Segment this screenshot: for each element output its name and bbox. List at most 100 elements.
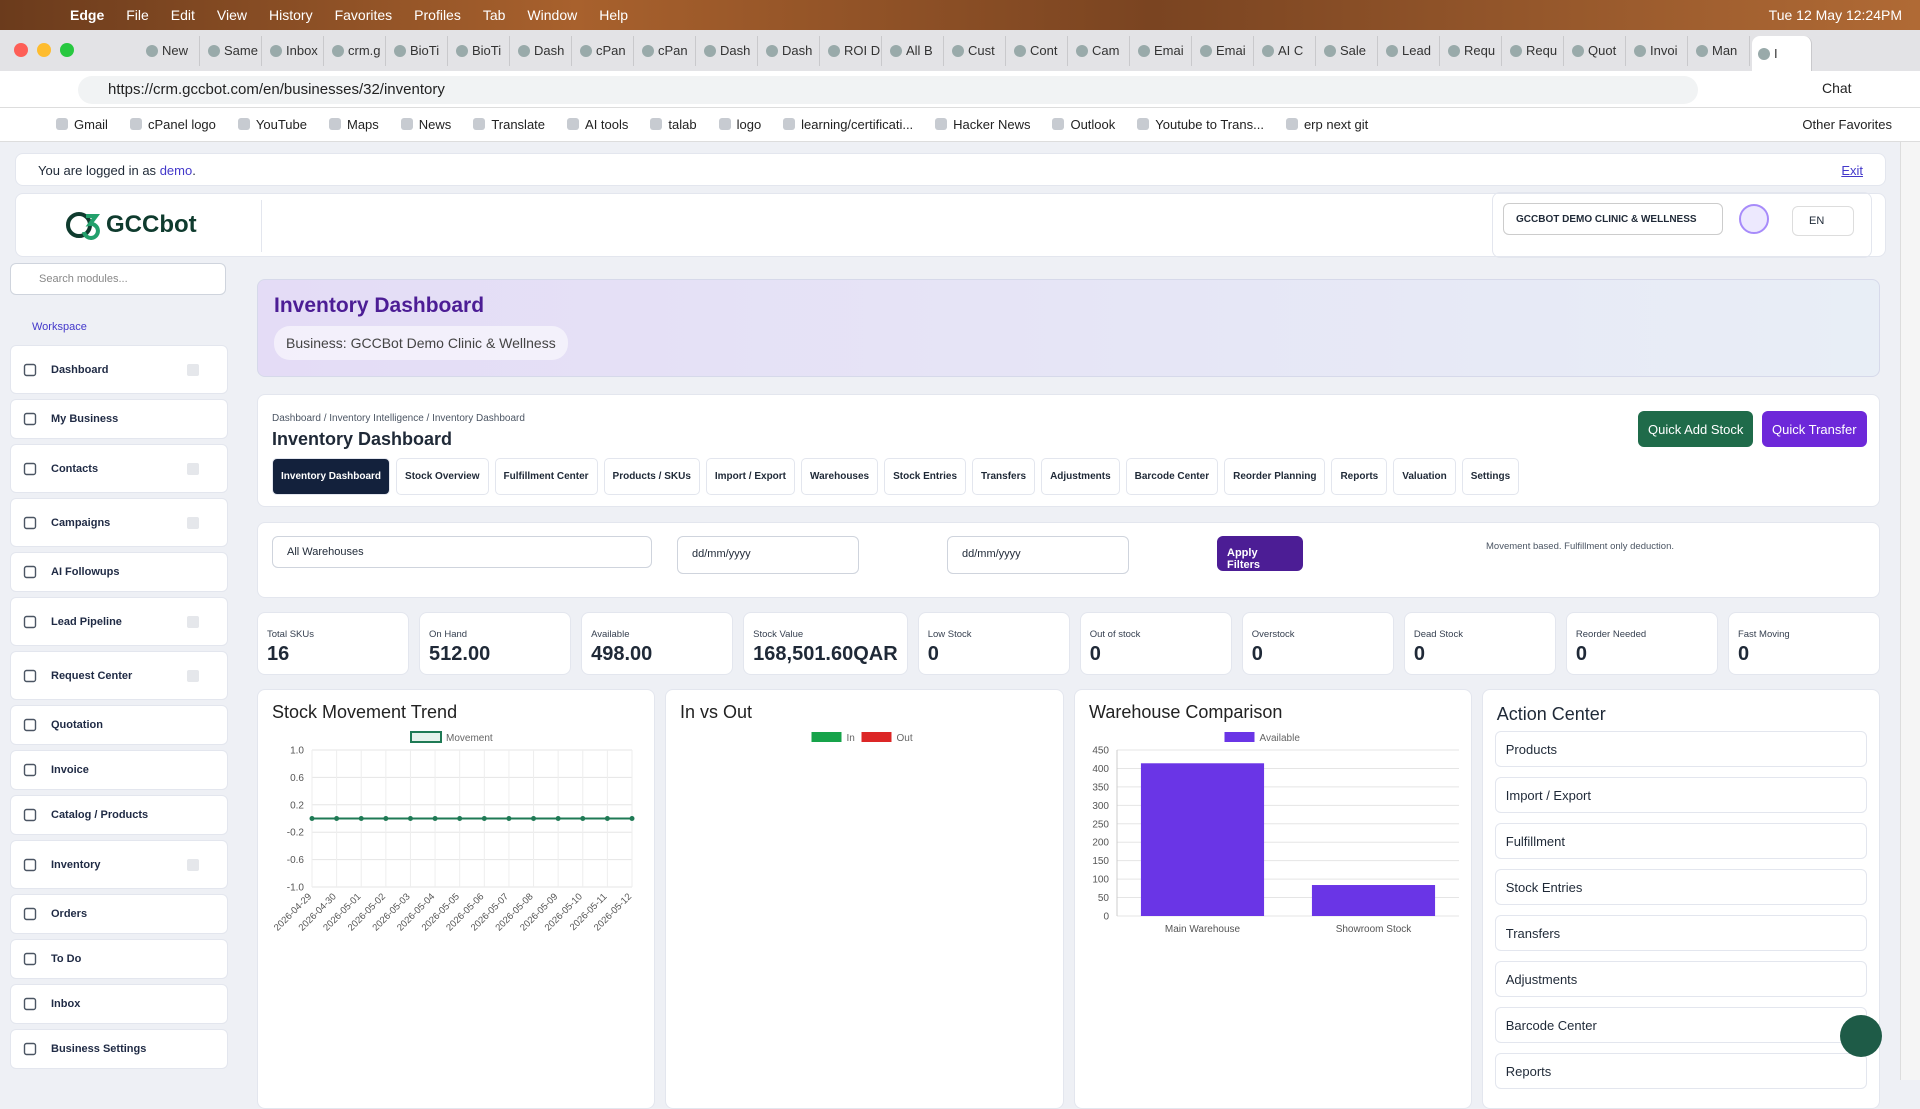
- sidebar-item[interactable]: Catalog / Products: [10, 795, 228, 835]
- menu-item[interactable]: Profiles: [414, 7, 461, 23]
- date-to[interactable]: dd/mm/yyyy: [947, 536, 1129, 574]
- sidebar-item[interactable]: Request Center: [10, 651, 228, 700]
- avatar[interactable]: [1739, 204, 1769, 234]
- quick-add-button[interactable]: Quick Add Stock: [1638, 411, 1754, 447]
- sidebar-item[interactable]: Quotation: [10, 705, 228, 745]
- browser-tab[interactable]: Cam: [1070, 35, 1130, 66]
- panel-tab[interactable]: Stock Overview: [396, 458, 489, 495]
- panel-tab[interactable]: Valuation: [1393, 458, 1456, 495]
- sidebar-item[interactable]: Lead Pipeline: [10, 597, 228, 646]
- bookmark[interactable]: Outlook: [1052, 117, 1115, 132]
- browser-tab[interactable]: ROI D: [822, 35, 882, 66]
- chevron[interactable]: [187, 363, 199, 376]
- panel-tab[interactable]: Inventory Dashboard: [272, 458, 391, 495]
- action-item[interactable]: Adjustments: [1494, 961, 1867, 997]
- bookmark[interactable]: Gmail: [56, 117, 108, 132]
- panel-tab[interactable]: Products / SKUs: [603, 458, 700, 495]
- logo[interactable]: GCCbot: [66, 210, 197, 240]
- menu-item[interactable]: Tab: [482, 7, 506, 23]
- language-select[interactable]: EN: [1792, 206, 1854, 236]
- sidebar-item[interactable]: My Business: [10, 399, 228, 439]
- panel-tab[interactable]: Barcode Center: [1125, 458, 1219, 495]
- panel-tab[interactable]: Import / Export: [705, 458, 796, 495]
- chevron[interactable]: [187, 615, 199, 628]
- chevron[interactable]: [187, 516, 199, 529]
- bookmark[interactable]: logo: [719, 117, 762, 132]
- browser-tab[interactable]: crm.g: [326, 35, 386, 66]
- action-item[interactable]: Import / Export: [1494, 777, 1867, 813]
- panel-tab[interactable]: Reorder Planning: [1224, 458, 1326, 495]
- bookmark[interactable]: talab: [650, 117, 696, 132]
- panel-tab[interactable]: Reports: [1331, 458, 1388, 495]
- browser-tab[interactable]: Dash: [512, 35, 572, 66]
- sidebar-item[interactable]: Contacts: [10, 444, 228, 493]
- bookmark[interactable]: News: [401, 117, 452, 132]
- sidebar-item[interactable]: Inbox: [10, 984, 228, 1024]
- menu-item[interactable]: Edit: [170, 7, 195, 23]
- chevron[interactable]: [187, 858, 199, 871]
- chevron[interactable]: [187, 462, 199, 475]
- browser-tab[interactable]: Inbox: [264, 35, 324, 66]
- chat-button[interactable]: Chat: [1822, 80, 1852, 96]
- scrollbar[interactable]: [1900, 142, 1920, 1080]
- browser-tab[interactable]: New: [140, 35, 200, 66]
- browser-tab[interactable]: Requ: [1504, 35, 1564, 66]
- bookmark[interactable]: learning/certificati...: [783, 117, 913, 132]
- browser-tab[interactable]: Invoi: [1628, 35, 1688, 66]
- business-select[interactable]: GCCBOT DEMO CLINIC & WELLNESS: [1503, 203, 1723, 235]
- browser-tab[interactable]: BioTi: [450, 35, 510, 66]
- browser-tab[interactable]: Quot: [1566, 35, 1626, 66]
- warehouse-select[interactable]: All Warehouses: [272, 536, 652, 568]
- menu-item[interactable]: Edge: [70, 7, 105, 23]
- browser-tab[interactable]: Man: [1690, 35, 1750, 66]
- action-item[interactable]: Fulfillment: [1494, 823, 1867, 859]
- sidebar-item[interactable]: Business Settings: [10, 1029, 228, 1069]
- menu-item[interactable]: View: [216, 7, 248, 23]
- panel-tab[interactable]: Adjustments: [1041, 458, 1120, 495]
- browser-tab[interactable]: Cont: [1008, 35, 1068, 66]
- search-input[interactable]: Search modules...: [10, 263, 226, 295]
- bookmark[interactable]: cPanel logo: [130, 117, 216, 132]
- menu-item[interactable]: Window: [527, 7, 578, 23]
- menu-item[interactable]: Favorites: [334, 7, 393, 23]
- sidebar-item[interactable]: Campaigns: [10, 498, 228, 547]
- action-item[interactable]: Stock Entries: [1494, 869, 1867, 905]
- action-item[interactable]: Barcode Center: [1494, 1007, 1867, 1043]
- panel-tab[interactable]: Settings: [1461, 458, 1520, 495]
- browser-tab[interactable]: Requ: [1442, 35, 1502, 66]
- panel-tab[interactable]: Warehouses: [801, 458, 879, 495]
- bookmark[interactable]: Translate: [473, 117, 545, 132]
- bookmark[interactable]: Maps: [329, 117, 379, 132]
- browser-tab[interactable]: Lead: [1380, 35, 1440, 66]
- exit-link[interactable]: Exit: [1841, 163, 1863, 178]
- browser-tab[interactable]: Cust: [946, 35, 1006, 66]
- browser-tab[interactable]: Emai: [1132, 35, 1192, 66]
- browser-tab[interactable]: AI C: [1256, 35, 1316, 66]
- sidebar-item[interactable]: Orders: [10, 894, 228, 934]
- bookmark[interactable]: AI tools: [567, 117, 628, 132]
- menu-item[interactable]: Help: [599, 7, 629, 23]
- sidebar-item[interactable]: To Do: [10, 939, 228, 979]
- browser-tab[interactable]: Dash: [698, 35, 758, 66]
- action-item[interactable]: Products: [1494, 731, 1867, 767]
- browser-tab[interactable]: cPan: [636, 35, 696, 66]
- browser-tab[interactable]: Dash: [760, 35, 820, 66]
- apply-button[interactable]: Apply Filters: [1217, 536, 1303, 571]
- bookmark[interactable]: YouTube: [238, 117, 307, 132]
- sidebar-item[interactable]: Inventory: [10, 840, 228, 889]
- quick-transfer-button[interactable]: Quick Transfer: [1762, 411, 1867, 447]
- sidebar-item[interactable]: Invoice: [10, 750, 228, 790]
- browser-tab[interactable]: Emai: [1194, 35, 1254, 66]
- browser-tab[interactable]: cPan: [574, 35, 634, 66]
- chevron[interactable]: [187, 669, 199, 682]
- sidebar-item[interactable]: Dashboard: [10, 345, 228, 394]
- bookmark[interactable]: Youtube to Trans...: [1137, 117, 1264, 132]
- login-user[interactable]: demo: [159, 163, 193, 178]
- browser-tab[interactable]: All B: [884, 35, 944, 66]
- browser-tab[interactable]: Sale: [1318, 35, 1378, 66]
- action-item[interactable]: Transfers: [1494, 915, 1867, 951]
- browser-tab[interactable]: Same: [202, 35, 262, 66]
- browser-tab[interactable]: I: [1752, 35, 1812, 72]
- bookmark[interactable]: Hacker News: [935, 117, 1030, 132]
- panel-tab[interactable]: Stock Entries: [884, 458, 967, 495]
